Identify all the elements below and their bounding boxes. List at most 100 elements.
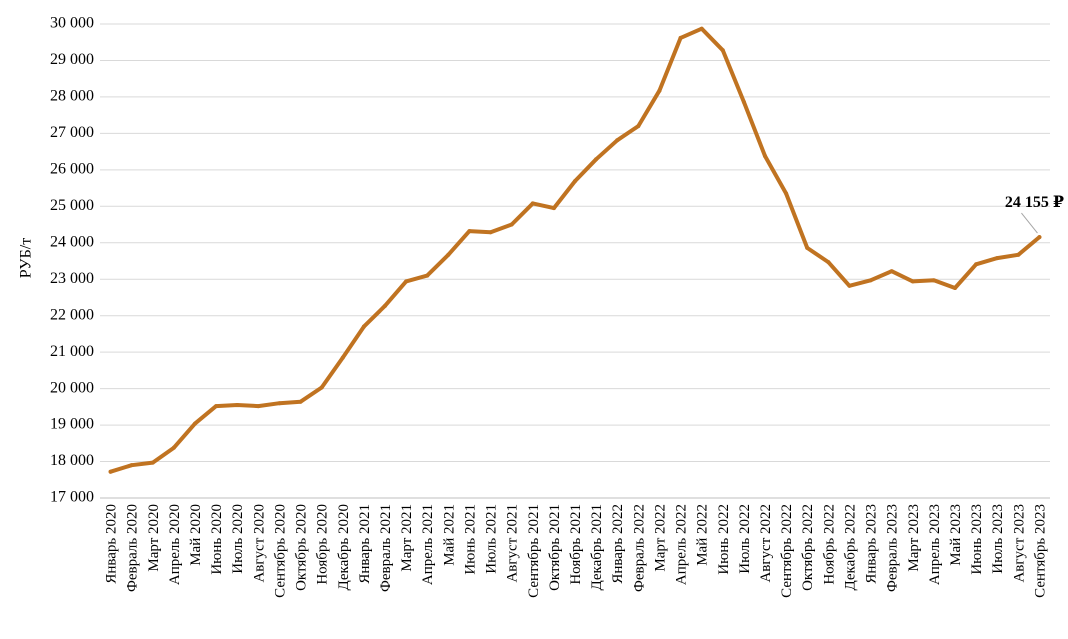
data-point bbox=[467, 229, 472, 234]
last-value-data-label: 24 155 ₽ bbox=[1005, 194, 1064, 211]
x-tick-label: Август 2023 bbox=[1011, 504, 1027, 583]
x-tick-label: Апрель 2023 bbox=[927, 504, 943, 585]
y-tick-label: 24 000 bbox=[50, 233, 94, 250]
y-tick-label: 22 000 bbox=[50, 306, 94, 323]
data-point bbox=[889, 269, 894, 274]
y-tick-label: 26 000 bbox=[50, 161, 94, 178]
data-point bbox=[826, 260, 831, 265]
data-point bbox=[847, 283, 852, 288]
y-tick-label: 27 000 bbox=[50, 124, 94, 141]
data-point bbox=[720, 48, 725, 53]
y-tick-label: 21 000 bbox=[50, 343, 94, 360]
y-tick-label: 23 000 bbox=[50, 270, 94, 287]
x-tick-label: Октябрь 2020 bbox=[294, 504, 310, 591]
y-tick-label: 25 000 bbox=[50, 197, 94, 214]
x-tick-label: Декабрь 2020 bbox=[336, 504, 352, 591]
data-point bbox=[425, 273, 430, 278]
data-point bbox=[995, 256, 1000, 261]
data-point bbox=[573, 179, 577, 184]
data-point bbox=[530, 201, 535, 206]
x-tick-label: Ноябрь 2020 bbox=[315, 504, 331, 585]
data-point bbox=[805, 245, 810, 250]
x-tick-label: Июнь 2020 bbox=[209, 504, 225, 575]
x-tick-label: Май 2020 bbox=[188, 504, 204, 566]
data-point bbox=[298, 399, 303, 404]
data-point bbox=[657, 88, 662, 93]
x-tick-label: Май 2021 bbox=[441, 504, 457, 566]
x-tick-label: Июнь 2021 bbox=[462, 504, 478, 575]
data-point bbox=[974, 262, 979, 267]
x-tick-label: Март 2020 bbox=[146, 504, 162, 572]
x-tick-label: Август 2020 bbox=[251, 504, 267, 583]
data-point bbox=[741, 100, 746, 105]
data-point bbox=[171, 445, 176, 450]
data-point bbox=[678, 35, 683, 40]
data-point bbox=[404, 279, 409, 284]
x-tick-label: Май 2022 bbox=[695, 504, 711, 566]
data-point bbox=[340, 355, 345, 360]
annotation-leader-line bbox=[1021, 212, 1038, 234]
data-point bbox=[214, 404, 219, 409]
y-tick-label: 30 000 bbox=[50, 15, 94, 32]
x-tick-label: Январь 2021 bbox=[357, 504, 373, 584]
x-tick-label: Декабрь 2022 bbox=[842, 504, 858, 591]
x-tick-label: Сентябрь 2021 bbox=[526, 504, 542, 598]
data-point bbox=[784, 191, 789, 196]
y-tick-label: 19 000 bbox=[50, 416, 94, 433]
x-tick-label: Январь 2022 bbox=[610, 504, 626, 584]
x-tick-label: Август 2022 bbox=[758, 504, 774, 583]
data-point bbox=[551, 206, 556, 211]
data-points bbox=[108, 26, 1042, 474]
data-point bbox=[319, 385, 324, 390]
gridlines bbox=[100, 23, 1050, 463]
x-tick-label: Июль 2023 bbox=[990, 504, 1006, 574]
x-tick-label: Май 2023 bbox=[948, 504, 964, 566]
data-point bbox=[235, 403, 240, 408]
data-point bbox=[953, 285, 957, 290]
x-tick-label: Апрель 2020 bbox=[167, 504, 183, 585]
x-tick-label: Ноябрь 2021 bbox=[568, 504, 584, 585]
data-point bbox=[910, 279, 915, 284]
data-point bbox=[150, 460, 155, 465]
x-tick-label: Январь 2020 bbox=[104, 504, 120, 584]
x-tick-label: Январь 2023 bbox=[864, 504, 880, 584]
x-tick-label: Апрель 2022 bbox=[674, 504, 690, 585]
y-tick-label: 20 000 bbox=[50, 379, 94, 396]
data-point bbox=[446, 252, 451, 257]
x-tick-label: Август 2021 bbox=[505, 504, 521, 583]
x-tick-label: Октябрь 2021 bbox=[547, 504, 563, 591]
y-tick-label: 29 000 bbox=[50, 51, 94, 68]
x-tick-label: Февраль 2021 bbox=[378, 504, 394, 592]
data-point bbox=[594, 157, 599, 162]
data-point bbox=[1037, 235, 1042, 240]
x-tick-label: Март 2023 bbox=[906, 504, 922, 572]
x-tick-label: Сентябрь 2023 bbox=[1032, 504, 1048, 598]
x-axis-ticks: Январь 2020 Февраль 2020 Март 2020 Апрель 2… bbox=[104, 504, 1049, 598]
data-point bbox=[868, 278, 873, 283]
data-point bbox=[699, 26, 704, 31]
data-point bbox=[763, 153, 767, 158]
x-tick-label: Сентябрь 2020 bbox=[272, 504, 288, 598]
x-tick-label: Октябрь 2022 bbox=[800, 504, 816, 591]
x-tick-label: Ноябрь 2022 bbox=[821, 504, 837, 585]
data-point bbox=[1016, 252, 1021, 257]
data-point bbox=[108, 469, 113, 474]
x-tick-label: Март 2022 bbox=[652, 504, 668, 572]
x-tick-label: Апрель 2021 bbox=[420, 504, 436, 585]
data-point bbox=[277, 401, 282, 406]
y-tick-label: 28 000 bbox=[50, 88, 94, 105]
y-tick-label: 17 000 bbox=[50, 489, 94, 506]
x-tick-label: Февраль 2023 bbox=[885, 504, 901, 592]
x-tick-label: Июль 2020 bbox=[230, 504, 246, 574]
data-point bbox=[129, 463, 134, 468]
data-point bbox=[636, 124, 641, 129]
data-point bbox=[509, 222, 514, 227]
x-tick-label: Декабрь 2021 bbox=[589, 504, 605, 591]
data-point bbox=[256, 404, 261, 409]
x-tick-label: Сентябрь 2022 bbox=[779, 504, 795, 598]
x-tick-label: Февраль 2020 bbox=[125, 504, 141, 592]
x-tick-label: Июнь 2022 bbox=[716, 504, 732, 575]
data-point bbox=[615, 138, 620, 143]
y-tick-label: 18 000 bbox=[50, 452, 94, 469]
